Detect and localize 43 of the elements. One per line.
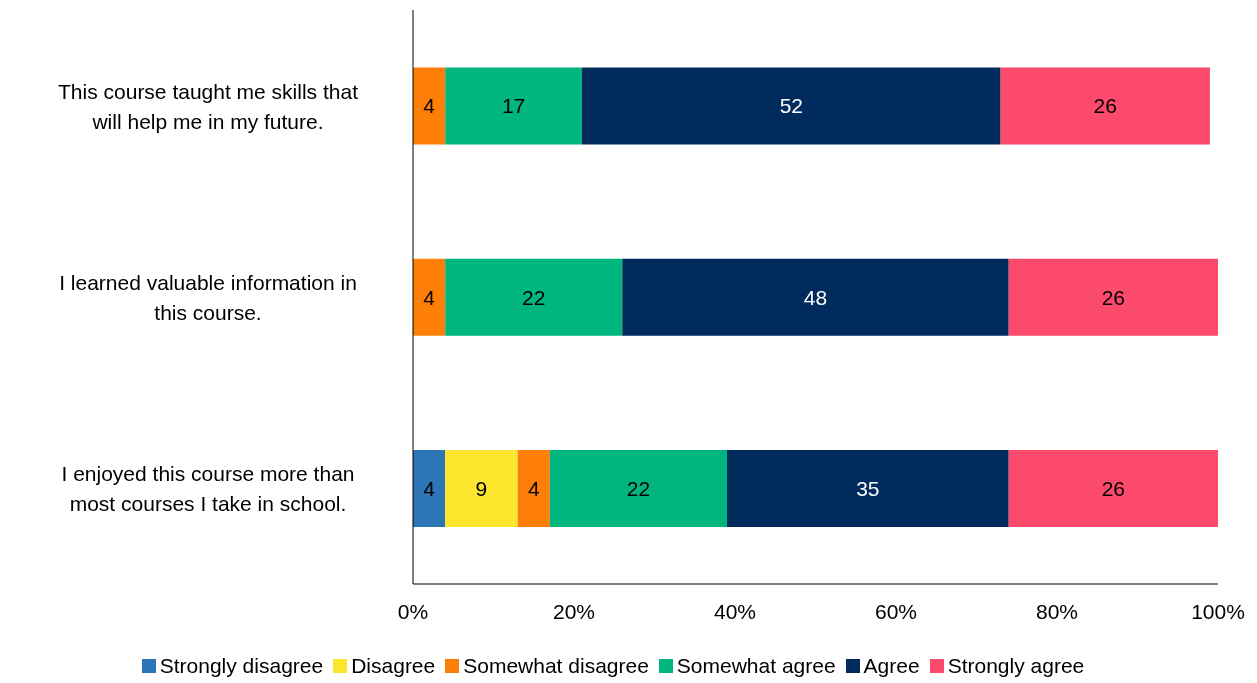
bar	[445, 258, 623, 336]
legend-label: Agree	[862, 654, 920, 678]
data-label: 9	[475, 477, 488, 501]
bar	[622, 258, 1009, 336]
x-tick-label: 40%	[713, 599, 757, 623]
y-tick-label: I learned valuable information in this course.	[59, 270, 357, 324]
bar	[517, 450, 550, 528]
data-label: 48	[803, 285, 828, 309]
x-tick-label: 0%	[397, 599, 429, 623]
bar	[413, 450, 446, 528]
y-tick-label: This course taught me skills that will help me in my future.	[58, 79, 359, 133]
data-label: 26	[1101, 477, 1126, 501]
data-label: 4	[423, 285, 436, 309]
bar	[1008, 450, 1218, 528]
bar	[1008, 258, 1218, 336]
data-label: 4	[527, 477, 540, 501]
x-tick-label: 100%	[1191, 599, 1245, 623]
data-label: 35	[856, 477, 880, 501]
bar	[445, 450, 518, 528]
legend-label: Disagree	[350, 654, 436, 678]
bar	[445, 67, 583, 145]
data-label: 26	[1093, 94, 1117, 118]
data-label: 17	[501, 94, 526, 118]
data-label: 4	[423, 477, 436, 501]
data-label: 4	[423, 94, 436, 118]
bar	[726, 450, 1009, 528]
bar	[1000, 67, 1210, 145]
data-label: 22	[626, 477, 651, 501]
y-tick-label: I enjoyed this course more than most courses I take in school.	[61, 461, 355, 515]
legend-label: Somewhat disagree	[462, 654, 649, 678]
bar	[413, 67, 446, 145]
data-label: 52	[779, 94, 804, 118]
bar	[413, 258, 446, 336]
bar	[549, 450, 727, 528]
data-label: 26	[1101, 285, 1126, 309]
legend-label: Strongly disagree	[158, 654, 324, 678]
x-tick-label: 20%	[552, 599, 596, 623]
data-label: 22	[522, 285, 546, 309]
legend-label: Strongly agree	[946, 654, 1085, 678]
x-tick-label: 80%	[1035, 599, 1079, 623]
x-tick-label: 60%	[874, 599, 918, 623]
legend-label: Somewhat agree	[675, 654, 836, 678]
bar	[582, 67, 1001, 145]
